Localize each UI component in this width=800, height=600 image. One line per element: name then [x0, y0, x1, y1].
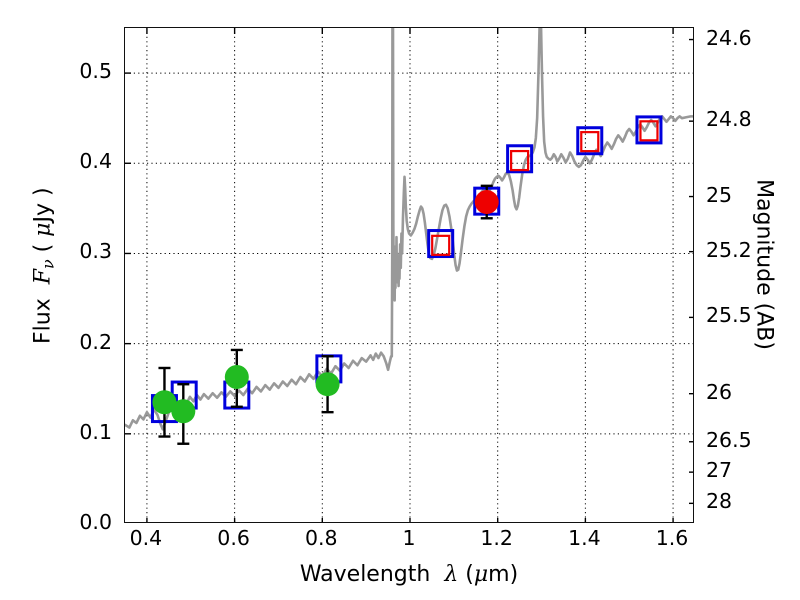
data-point-observed-optical — [224, 365, 249, 390]
y-tick-label-right: 25 — [706, 182, 733, 207]
data-point-observed-optical — [315, 372, 340, 397]
y-tick-label-right: 28 — [706, 489, 733, 514]
tick-marks — [125, 28, 693, 522]
plot-canvas — [125, 28, 693, 522]
x-tick-label: 0.4 — [129, 526, 163, 550]
x-tick-label: 0.8 — [304, 526, 338, 550]
y-tick-label-left: 0.0 — [79, 510, 112, 534]
model-spectrum-line — [125, 28, 693, 431]
model-square-red — [431, 234, 451, 256]
y-tick-label-left: 0.2 — [79, 329, 112, 354]
x-tick-label: 1 — [402, 526, 416, 550]
y-tick-label-right: 25.5 — [706, 303, 752, 328]
y-tick-label-right: 27 — [706, 458, 733, 483]
model-square-red — [510, 149, 530, 172]
y-tick-label-left: 0.1 — [79, 419, 112, 444]
gridlines — [125, 28, 693, 522]
model-square-blue — [635, 115, 663, 145]
y-tick-label-left: 0.3 — [79, 239, 112, 264]
y-axis-label-magnitude: Magnitude (AB) — [751, 179, 777, 350]
data-point-observed-optical — [152, 390, 177, 415]
observed-optical-group — [152, 365, 340, 424]
data-point-observed-optical — [171, 399, 196, 424]
model-square-blue — [506, 144, 534, 174]
plot-area — [124, 27, 694, 523]
y-tick-label-right: 26 — [706, 379, 733, 404]
model-square-red — [580, 131, 600, 153]
y-tick-label-left: 0.4 — [79, 149, 112, 174]
y-tick-label-left: 0.5 — [79, 59, 112, 84]
model-square-blue — [576, 126, 604, 156]
model-square-blue — [427, 229, 455, 259]
y-tick-label-right: 24.6 — [706, 25, 752, 50]
observed-nir-group — [474, 190, 499, 215]
x-axis-label: Wavelength λ (μm) — [299, 562, 519, 587]
model-square-red — [639, 120, 659, 142]
y-tick-label-right: 25.2 — [706, 237, 752, 262]
x-tick-label: 0.6 — [217, 526, 250, 550]
x-tick-label: 1.4 — [568, 526, 601, 550]
model-photometry-red-group — [431, 120, 659, 256]
y-tick-label-right: 26.5 — [706, 427, 752, 452]
y-tick-label-right: 24.8 — [706, 107, 752, 132]
x-tick-label: 1.6 — [655, 526, 689, 550]
x-tick-label: 1.2 — [480, 526, 513, 550]
error-bars-group — [158, 184, 493, 445]
data-point-observed-nir — [474, 190, 499, 215]
